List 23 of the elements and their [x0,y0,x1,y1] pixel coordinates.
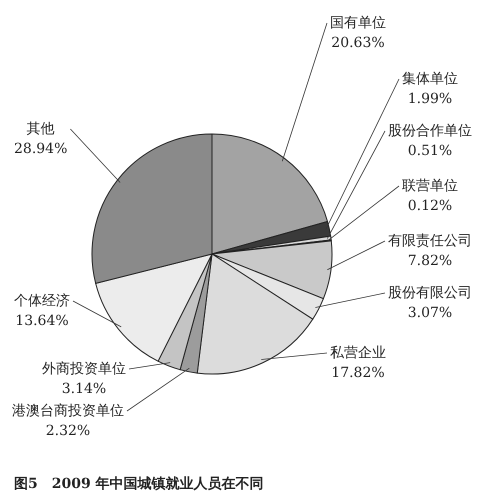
data-label: 28.94% [14,141,68,157]
slice-label: 股份合作单位 [388,123,472,139]
slice-label: 其他 [26,121,55,137]
slice-label: 有限责任公司 [388,233,472,249]
data-label: 20.63% [331,35,385,51]
data-label: 2.32% [46,423,90,439]
data-label: 1.99% [408,91,452,107]
data-label: 0.51% [408,143,452,159]
text: 图5 2009 年中国城镇就业人员在不同 [14,476,264,492]
slice-label: 私营企业 [330,345,386,361]
data-label: 17.82% [331,365,385,381]
data-label: 3.14% [62,381,106,397]
slice-label: 国有单位 [330,15,386,31]
slice-label: 联营单位 [402,178,458,194]
slice-label: 港澳台商投资单位 [12,403,124,419]
slice-label: 集体单位 [402,71,458,87]
data-label: 13.64% [15,313,69,329]
data-label: 0.12% [408,198,452,214]
data-label: 7.82% [408,253,452,269]
data-label: 3.07% [408,305,452,321]
slice-label: 股份有限公司 [388,285,472,301]
slice-label: 个体经济 [14,293,70,309]
slice-label: 外商投资单位 [42,361,126,377]
